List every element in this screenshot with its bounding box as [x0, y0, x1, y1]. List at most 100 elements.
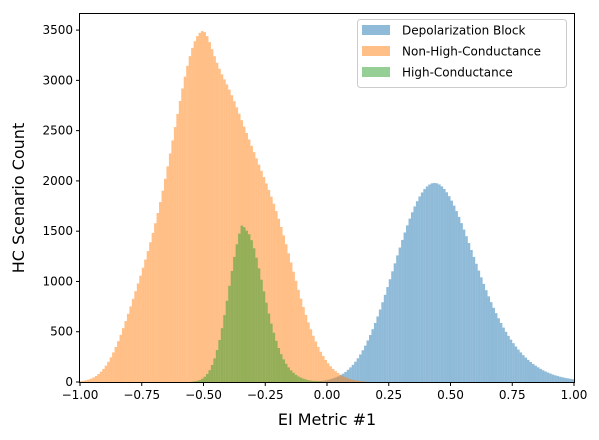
histogram-bar [443, 188, 446, 382]
histogram-bar [117, 341, 120, 382]
histogram-bar [324, 359, 327, 382]
histogram-bar [302, 306, 305, 382]
histogram-bar [477, 270, 481, 382]
histogram-bar [228, 285, 231, 382]
y-axis-label: HC Scenario Count [9, 123, 28, 273]
histogram-bar [80, 381, 83, 382]
histogram-bar [267, 313, 271, 382]
histogram-bar [549, 373, 552, 382]
histogram-bar [304, 314, 308, 382]
x-tick-label: −0.50 [185, 388, 222, 402]
histogram-bar [381, 302, 384, 382]
x-tick-label: 1.00 [561, 388, 588, 402]
histogram-bar [354, 361, 357, 382]
histogram-bar [289, 370, 293, 382]
histogram-bar [218, 68, 221, 383]
y-tick-label: 2000 [42, 174, 73, 188]
histogram-bar [539, 368, 542, 382]
histogram-bar [359, 380, 362, 382]
histogram-bar [346, 369, 350, 382]
histogram-bar [346, 378, 350, 382]
histogram-bar [154, 223, 157, 382]
histogram-bar [129, 306, 132, 382]
histogram-bar [314, 381, 318, 382]
histogram-bar [225, 84, 229, 382]
histogram-bar [425, 186, 429, 382]
histogram-bar [146, 251, 150, 382]
histogram-bar [223, 79, 226, 383]
histogram-bar [181, 88, 184, 382]
histogram-bar [89, 378, 93, 382]
histogram-bar [144, 259, 147, 382]
histogram-bar [487, 296, 491, 382]
histogram-bar [504, 331, 508, 382]
histogram-bar [149, 242, 152, 382]
histogram-bar [210, 49, 214, 382]
histogram-bar [356, 358, 360, 382]
histogram-bar [294, 374, 298, 382]
histogram-bar [376, 316, 379, 382]
histogram-bar [275, 211, 278, 382]
histogram-bar [356, 380, 360, 382]
histogram-bar [139, 275, 142, 382]
histogram-bar [339, 374, 342, 382]
histogram-bar [121, 328, 125, 382]
histogram-bar [317, 346, 320, 382]
histogram-bar [252, 248, 256, 382]
histogram-bar [457, 216, 461, 382]
histogram-bar [551, 374, 555, 382]
histogram-bar [482, 283, 486, 382]
histogram-bar [401, 239, 404, 382]
histogram-bar [178, 100, 182, 382]
histogram-bar [299, 298, 303, 382]
histogram-bar [159, 202, 162, 382]
histogram-bar [285, 363, 288, 382]
histogram-bar [255, 257, 258, 382]
histogram-bar [438, 184, 441, 382]
histogram-bar [292, 372, 295, 382]
histogram-bar [134, 291, 137, 382]
legend-swatch [362, 25, 390, 35]
histogram-bar [297, 289, 300, 382]
x-tick-label: −1.00 [62, 388, 99, 402]
histogram-bar [349, 367, 352, 382]
histogram-bar [309, 329, 313, 382]
histogram-bar [492, 307, 495, 382]
histogram-bar [205, 36, 209, 383]
histogram-bar [415, 201, 419, 382]
histogram-bar [475, 263, 478, 382]
histogram-bar [485, 290, 488, 382]
histogram-bar [292, 271, 295, 382]
histogram-bar [440, 186, 444, 382]
histogram-bar [430, 183, 434, 382]
histogram-bar [220, 328, 224, 382]
histogram-bar [297, 376, 300, 382]
histogram-bar [354, 380, 357, 382]
histogram-bar [151, 232, 155, 382]
histogram-bar [215, 62, 219, 383]
histogram-bar [213, 56, 216, 382]
histogram-bar [262, 177, 266, 382]
histogram-bar [277, 218, 281, 382]
histogram-bar [388, 279, 392, 382]
histogram-bar [243, 227, 246, 382]
histogram-bar [309, 380, 313, 382]
legend-box [357, 19, 567, 88]
histogram-bar [287, 253, 290, 382]
x-tick-label: −0.75 [123, 388, 160, 402]
histogram-bar [569, 378, 572, 382]
histogram-bar [413, 206, 416, 382]
histogram-bar [166, 166, 169, 382]
histogram-bar [366, 340, 369, 382]
histogram-bar [215, 350, 219, 382]
histogram-bar [435, 183, 439, 382]
histogram-bar [383, 294, 387, 382]
histogram-bar [327, 363, 330, 382]
histogram-bar [317, 381, 320, 382]
histogram-bar [230, 95, 234, 383]
histogram-bar [230, 271, 234, 382]
histogram-bar [233, 101, 236, 383]
histogram-bar [497, 318, 500, 382]
histogram-bar [287, 367, 290, 382]
